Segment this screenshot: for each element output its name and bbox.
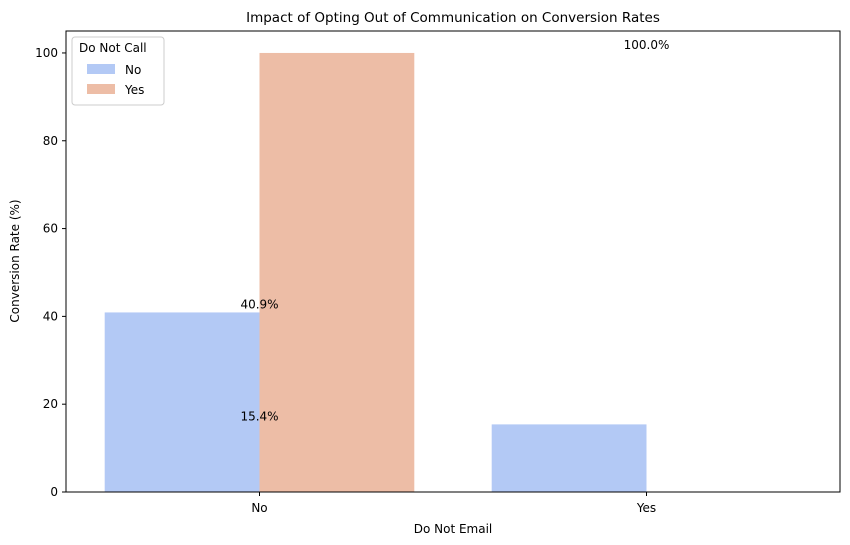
legend-swatch-yes xyxy=(87,84,115,94)
legend: Do Not Call No Yes xyxy=(71,36,165,106)
legend-swatch-no xyxy=(87,64,115,74)
x-tick-label: No xyxy=(251,501,267,515)
y-tick-label: 60 xyxy=(43,222,58,236)
y-tick-label: 80 xyxy=(43,134,58,148)
x-tick-label: Yes xyxy=(636,501,656,515)
plot-frame xyxy=(65,30,841,493)
y-axis-label: Conversion Rate (%) xyxy=(8,199,22,322)
legend-entry: No xyxy=(125,63,141,77)
bar-no-no xyxy=(104,312,260,492)
x-axis: No Yes xyxy=(251,492,656,515)
chart-title: Impact of Opting Out of Communication on… xyxy=(246,10,660,26)
bars-group xyxy=(104,52,647,492)
data-label: 40.9% xyxy=(240,297,278,311)
data-labels-group: 40.9% 15.4% 100.0% xyxy=(240,38,669,423)
bar-no-yes xyxy=(259,52,415,492)
y-tick-label: 20 xyxy=(43,397,58,411)
y-tick-label: 40 xyxy=(43,309,58,323)
legend-title: Do Not Call xyxy=(79,41,147,55)
y-axis: 0 20 40 60 80 100 xyxy=(35,46,66,499)
x-axis-label: Do Not Email xyxy=(414,522,493,536)
data-label: 100.0% xyxy=(624,38,670,52)
bar-yes-no xyxy=(491,424,647,492)
y-tick-label: 100 xyxy=(35,46,58,60)
y-tick-label: 0 xyxy=(50,485,58,499)
legend-entry: Yes xyxy=(124,83,144,97)
data-label: 15.4% xyxy=(240,409,278,423)
